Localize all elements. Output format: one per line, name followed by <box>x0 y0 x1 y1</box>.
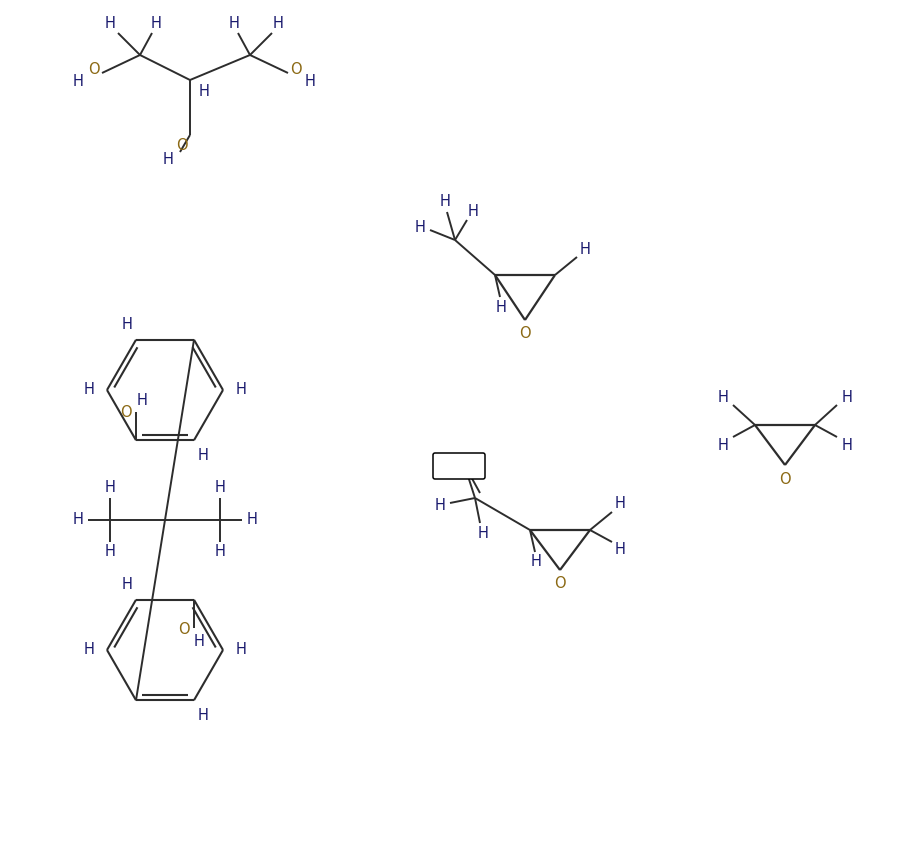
Text: H: H <box>215 544 226 560</box>
Text: H: H <box>477 526 489 540</box>
Text: O: O <box>88 63 100 77</box>
FancyBboxPatch shape <box>433 453 485 479</box>
Text: O: O <box>554 577 566 592</box>
Text: H: H <box>415 220 426 236</box>
Text: H: H <box>842 389 852 404</box>
Text: H: H <box>530 555 541 570</box>
Text: O: O <box>520 326 530 342</box>
Text: O: O <box>779 471 791 487</box>
Text: H: H <box>162 153 173 168</box>
Text: H: H <box>439 194 450 209</box>
Text: H: H <box>467 204 478 220</box>
Text: H: H <box>72 74 84 88</box>
Text: H: H <box>228 15 239 31</box>
Text: H: H <box>198 449 208 463</box>
Text: H: H <box>198 85 209 99</box>
Text: O: O <box>179 622 189 637</box>
Text: H: H <box>105 15 115 31</box>
Text: H: H <box>122 577 133 592</box>
Text: H: H <box>614 496 625 511</box>
Text: H: H <box>84 382 95 398</box>
Text: O: O <box>120 404 132 420</box>
Text: H: H <box>136 393 147 408</box>
Text: H: H <box>246 512 257 527</box>
Text: H: H <box>122 316 133 332</box>
Text: H: H <box>215 481 226 495</box>
Text: H: H <box>580 242 591 256</box>
Text: H: H <box>614 543 625 557</box>
Text: H: H <box>194 634 205 650</box>
Text: H: H <box>435 499 446 514</box>
Text: H: H <box>718 438 729 453</box>
Text: H: H <box>495 299 506 315</box>
Text: H: H <box>151 15 161 31</box>
Text: H: H <box>235 382 246 398</box>
Text: O: O <box>290 63 302 77</box>
Text: H: H <box>235 643 246 657</box>
Text: H: H <box>462 455 473 471</box>
Text: H: H <box>84 643 95 657</box>
Text: H: H <box>198 708 208 723</box>
Text: H: H <box>842 438 852 453</box>
Text: H: H <box>105 481 115 495</box>
Text: H: H <box>72 512 84 527</box>
Text: H: H <box>105 544 115 560</box>
Text: H: H <box>718 389 729 404</box>
Text: H: H <box>305 74 316 88</box>
Text: H: H <box>272 15 283 31</box>
Text: Abs: Abs <box>447 460 471 472</box>
Text: O: O <box>176 137 188 153</box>
